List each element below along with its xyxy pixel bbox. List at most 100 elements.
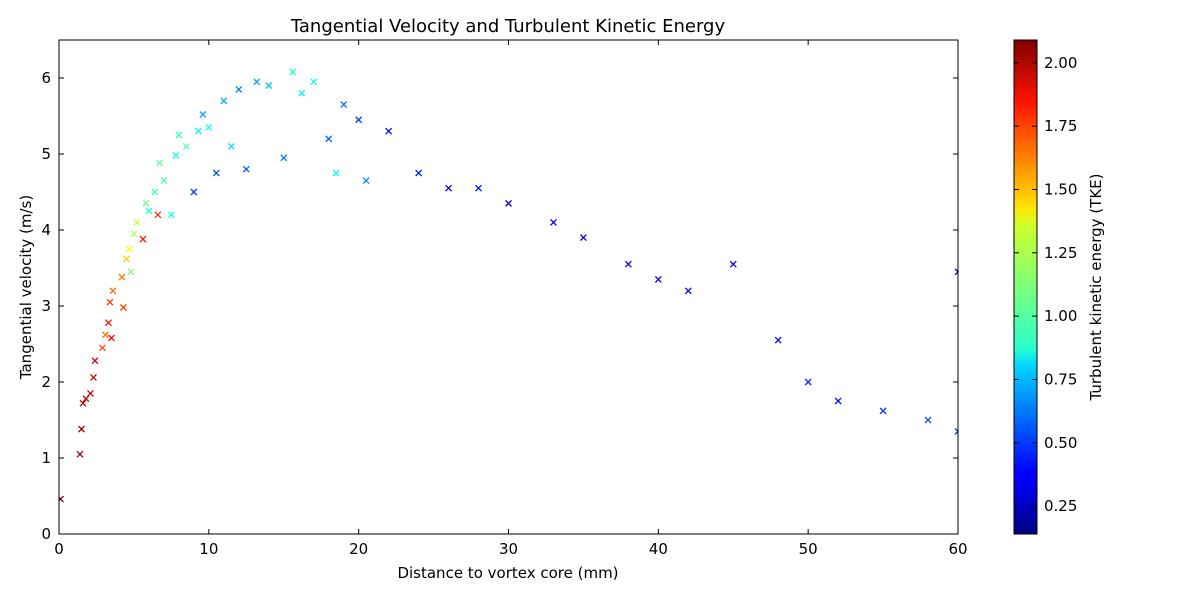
data-point <box>109 287 117 295</box>
data-point <box>220 97 228 105</box>
data-point <box>190 188 198 196</box>
data-point <box>774 336 782 344</box>
data-point <box>289 68 297 76</box>
data-point <box>684 287 692 295</box>
plot-area-frame <box>58 39 959 535</box>
x-tick-label: 40 <box>649 540 668 558</box>
data-point <box>90 373 97 381</box>
chart-title: Tangential Velocity and Turbulent Kineti… <box>290 16 726 37</box>
data-point <box>104 319 112 327</box>
x-tick-label: 0 <box>54 540 64 558</box>
data-point <box>76 450 84 458</box>
y-axis-label: Tangential velocity (m/s) <box>17 195 35 380</box>
data-point <box>549 218 557 226</box>
data-point <box>579 234 587 242</box>
data-point <box>101 331 109 339</box>
data-point <box>122 255 130 263</box>
y-tick-label: 6 <box>41 69 51 87</box>
data-point <box>205 123 213 131</box>
data-point <box>91 357 99 365</box>
data-point <box>954 427 958 435</box>
data-point <box>227 142 235 150</box>
data-point <box>106 298 114 306</box>
colorbar-tick-label: 0.50 <box>1044 434 1077 452</box>
data-point <box>142 199 150 207</box>
colorbar-tick-label: 1.50 <box>1044 180 1077 198</box>
x-tick-label: 60 <box>948 540 967 558</box>
data-point <box>133 218 141 226</box>
x-axis-label: Distance to vortex core (mm) <box>397 564 618 582</box>
data-point <box>879 407 887 415</box>
data-point <box>182 142 190 150</box>
y-tick-label: 1 <box>41 449 51 467</box>
data-point <box>954 268 958 276</box>
y-tick-label: 3 <box>41 297 51 315</box>
data-point <box>78 425 85 433</box>
colorbar <box>1013 39 1038 535</box>
data-point <box>265 82 273 90</box>
colorbar-tick-label: 1.00 <box>1044 307 1077 325</box>
data-point <box>119 304 127 311</box>
data-point <box>804 378 812 386</box>
data-point <box>505 199 512 207</box>
data-point <box>98 344 106 352</box>
data-point <box>654 275 662 283</box>
colorbar-tick-label: 1.75 <box>1044 117 1077 135</box>
data-point <box>145 207 153 215</box>
x-tick-label: 50 <box>799 540 818 558</box>
colorbar-tick-label: 0.75 <box>1044 370 1077 388</box>
data-point <box>385 127 393 135</box>
scatter-points <box>59 68 958 503</box>
y-tick-label: 4 <box>41 221 51 239</box>
data-point <box>445 184 453 192</box>
data-point <box>127 268 135 276</box>
y-tick-label: 0 <box>41 525 51 543</box>
data-point <box>242 165 250 173</box>
y-axis-ticks: 0 1 2 3 4 5 6 <box>41 69 958 543</box>
colorbar-tick-label: 0.25 <box>1044 497 1077 515</box>
data-point <box>160 177 168 185</box>
data-point <box>155 159 163 167</box>
data-point <box>154 211 162 219</box>
data-point <box>834 397 842 405</box>
data-point <box>235 85 243 93</box>
data-point <box>79 399 87 407</box>
colorbar-tick-label: 2.00 <box>1044 54 1077 72</box>
x-tick-label: 20 <box>349 540 368 558</box>
data-point <box>87 389 94 397</box>
data-point <box>280 154 288 162</box>
data-point <box>729 260 737 268</box>
data-point <box>139 235 147 243</box>
data-point <box>118 273 126 281</box>
y-tick-label: 2 <box>41 373 51 391</box>
data-point <box>172 152 180 159</box>
data-point <box>175 131 183 139</box>
data-point <box>130 230 138 238</box>
x-axis-ticks: 0 10 20 30 40 50 60 <box>54 40 968 558</box>
colorbar-label: Turbulent kinetic energy (TKE) <box>1087 173 1105 401</box>
data-point <box>475 184 482 192</box>
colorbar-tick-label: 1.25 <box>1044 244 1077 262</box>
data-point <box>624 260 632 268</box>
data-point <box>59 495 64 503</box>
y-tick-label: 5 <box>41 145 51 163</box>
data-point <box>332 169 340 177</box>
colorbar-ticks: 0.25 0.50 0.75 1.00 1.25 1.50 1.75 2.00 <box>1014 54 1077 515</box>
data-point <box>325 135 333 143</box>
data-point <box>310 78 318 86</box>
data-point <box>167 211 175 219</box>
data-point <box>199 111 207 118</box>
data-point <box>151 188 159 196</box>
x-tick-label: 10 <box>199 540 218 558</box>
data-point <box>355 116 363 124</box>
data-point <box>107 334 115 342</box>
data-point <box>298 89 306 97</box>
data-point <box>125 245 133 253</box>
data-point <box>212 169 220 177</box>
data-point <box>253 78 261 86</box>
data-point <box>340 101 348 109</box>
data-point <box>194 127 202 135</box>
data-point <box>924 416 932 424</box>
x-tick-label: 30 <box>499 540 518 558</box>
